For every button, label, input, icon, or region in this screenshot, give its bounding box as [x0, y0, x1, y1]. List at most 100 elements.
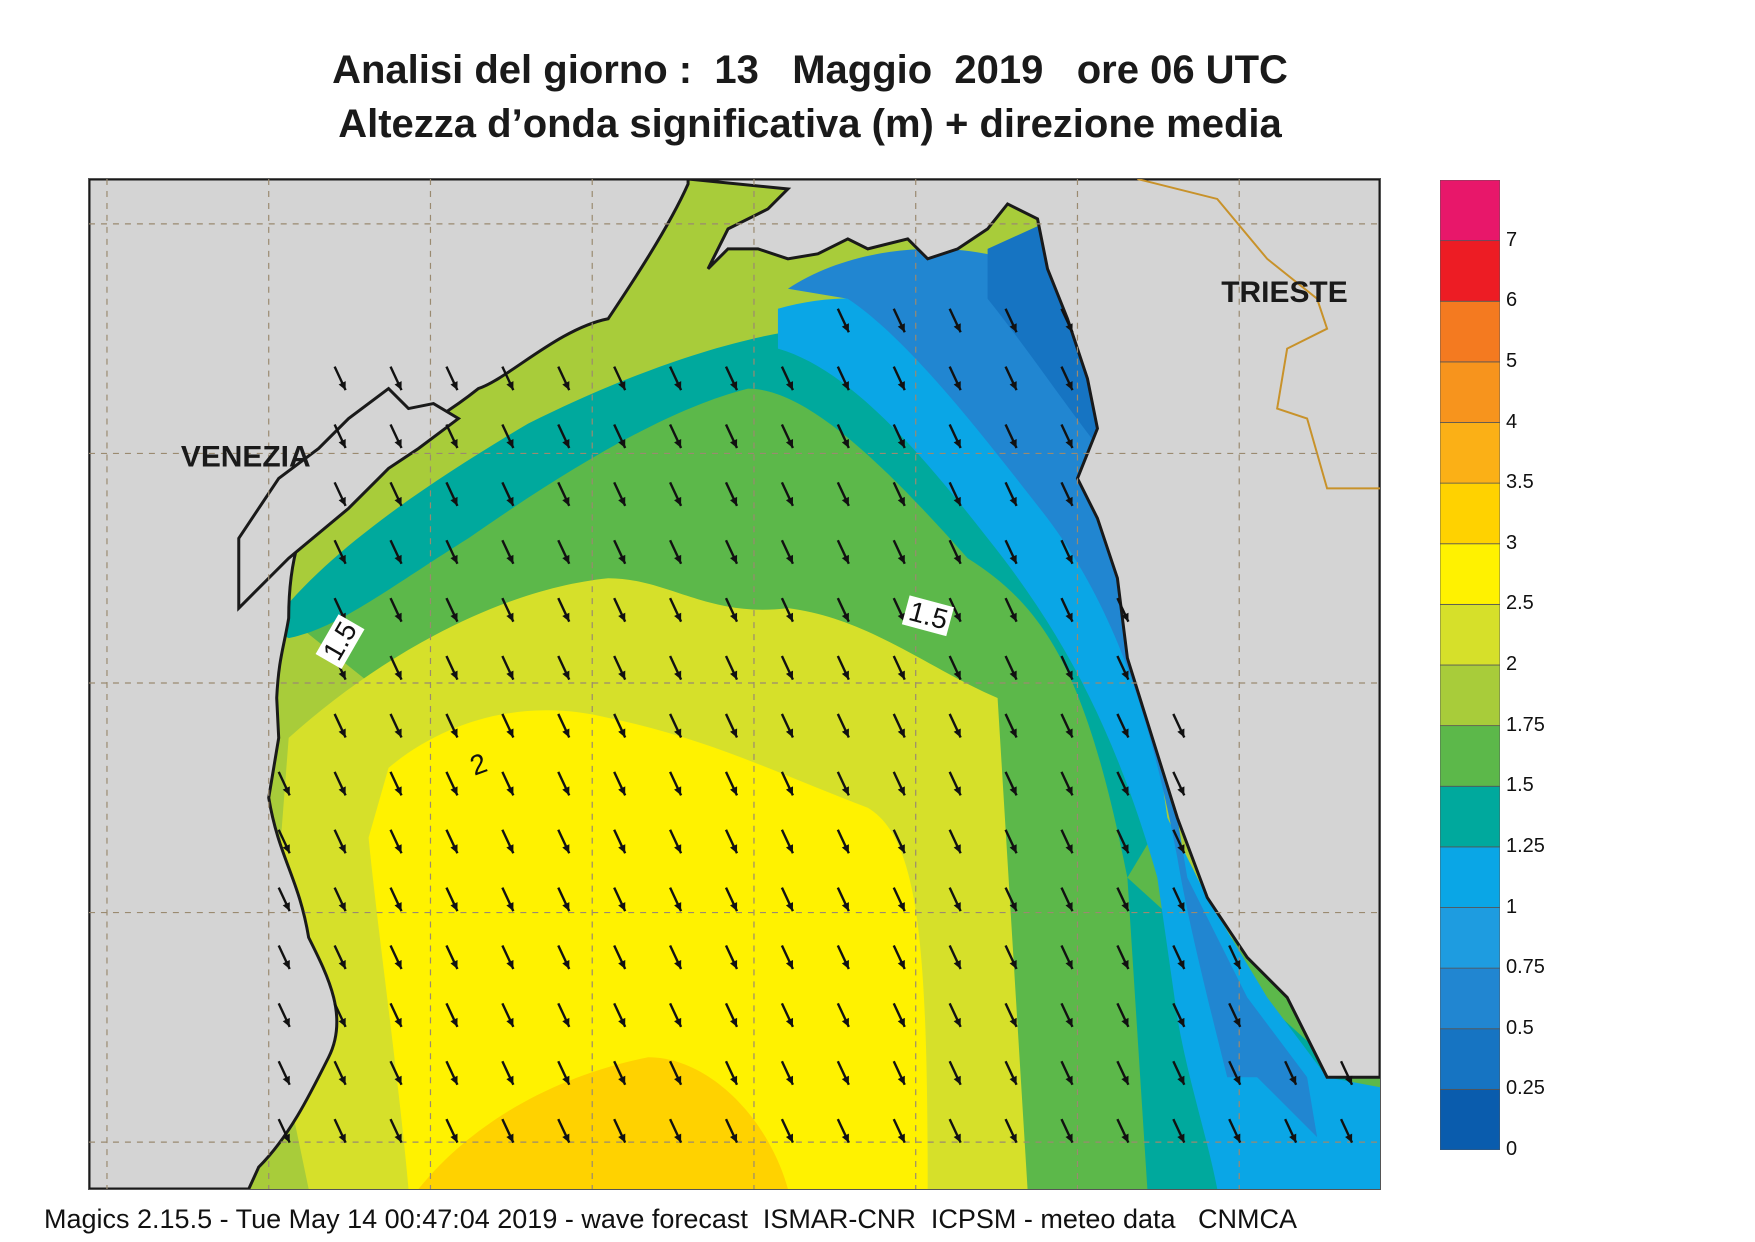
wave-arrow-head [841, 728, 849, 738]
wave-arrow-head [841, 612, 849, 622]
wave-arrow-head [394, 670, 402, 680]
wave-arrow-head [282, 960, 290, 969]
wave-arrow-head [1065, 381, 1073, 391]
wave-arrow-head [1289, 1075, 1297, 1085]
wave-arrow-head [506, 844, 514, 854]
wave-arrow-head [1177, 1017, 1185, 1027]
wave-arrow-head [953, 786, 961, 796]
wave-arrow-head [562, 844, 570, 854]
wave-arrow-head [282, 1133, 290, 1143]
wave-arrow-head [618, 554, 626, 564]
wave-arrow-head [394, 1075, 402, 1085]
wave-arrow-head [785, 439, 794, 449]
wave-arrow-head [506, 786, 514, 796]
wave-arrow-head [1121, 1017, 1129, 1027]
wave-arrow-head [953, 1133, 961, 1143]
wave-arrow-head [450, 786, 458, 796]
wave-arrow-head [506, 1075, 514, 1085]
wave-arrow-head [1289, 1133, 1297, 1143]
wave-arrow-head [1177, 786, 1185, 796]
wave-arrow-head [785, 496, 794, 506]
wave-arrow-head [338, 902, 346, 912]
wave-arrow-head [338, 960, 346, 969]
legend-swatch [1440, 603, 1500, 666]
wave-arrow-head [450, 728, 458, 738]
wave-arrow-head [953, 728, 961, 738]
wave-arrow-head [618, 844, 626, 854]
wave-arrow-head [953, 960, 961, 969]
band-0.5-0.75 [787, 248, 1318, 1138]
footer-credits: Magics 2.15.5 - Tue May 14 00:47:04 2019… [44, 1204, 1297, 1234]
wave-arrow-head [1345, 1133, 1353, 1143]
wave-arrow-head [506, 554, 514, 564]
wave-arrow-head [1009, 670, 1017, 680]
wave-arrow-head [506, 381, 514, 391]
wave-arrow-head [897, 439, 905, 449]
wave-arrow-head [1065, 786, 1073, 796]
wave-arrow-head [1233, 1075, 1241, 1085]
wave-arrow-head [562, 1133, 570, 1143]
wave-arrow-head [730, 902, 738, 912]
wave-arrow-head [897, 1133, 905, 1143]
wave-arrow-head [282, 786, 290, 796]
wave-arrow-head [897, 670, 905, 680]
wave-arrow-head [506, 612, 514, 622]
wave-arrow-head [1121, 1133, 1129, 1143]
wave-arrow-head [506, 902, 514, 912]
contour-label-bg [901, 595, 954, 637]
legend-label: 1 [1506, 895, 1518, 918]
wave-arrow-head [785, 786, 794, 796]
wave-arrow-head [450, 439, 458, 449]
wave-arrow-head [730, 1017, 738, 1027]
wave-arrow-head [1009, 844, 1017, 854]
wave-arrow-head [730, 960, 738, 969]
legend-label: 1.5 [1506, 774, 1534, 797]
wave-arrow-head [1233, 1017, 1241, 1027]
wave-arrow-head [897, 554, 905, 564]
wave-arrow-head [1065, 728, 1073, 738]
wave-arrow-head [785, 728, 794, 738]
city-label-trieste: TRIESTE [1221, 276, 1347, 309]
wave-arrow-head [394, 786, 402, 796]
wave-arrow-head [394, 1133, 402, 1143]
wave-arrow-head [1345, 1075, 1353, 1085]
wave-arrow-head [394, 381, 402, 391]
wave-arrow-head [394, 439, 402, 449]
map-title: Analisi del giorno : 13 Maggio 2019 ore … [332, 48, 1288, 92]
wave-arrow-head [506, 1017, 514, 1027]
wave-arrow-head [785, 381, 794, 391]
wave-arrow-head [338, 1133, 346, 1143]
legend-swatch [1440, 180, 1500, 242]
wave-arrow-head [338, 381, 346, 391]
wave-arrow-head [674, 960, 682, 969]
wave-arrow-head [953, 554, 961, 564]
wave-arrow-head [785, 1075, 794, 1085]
legend-swatch [1440, 1088, 1500, 1150]
wave-arrow-head [1065, 844, 1073, 854]
wave-arrow-head [674, 554, 682, 564]
wave-arrow-head [785, 902, 794, 912]
legend-swatch [1440, 240, 1500, 302]
wave-arrow-head [730, 439, 738, 449]
legend-label: 1.75 [1506, 713, 1545, 736]
wave-arrow-head [785, 960, 794, 969]
wave-arrow-head [841, 1017, 849, 1027]
legend-swatch [1440, 907, 1500, 969]
wave-arrow-head [1065, 612, 1073, 622]
wave-arrow-head [1065, 323, 1073, 333]
legend-swatch [1440, 422, 1500, 484]
wave-arrow-head [338, 670, 346, 680]
wave-arrow-head [674, 728, 682, 738]
legend-label: 6 [1506, 289, 1518, 312]
wave-arrow-head [1009, 1133, 1017, 1143]
wave-arrow-head [618, 439, 626, 449]
wave-arrow-head [730, 496, 738, 506]
wave-arrow-head [338, 844, 346, 854]
wave-arrow-head [1121, 786, 1129, 796]
national-border [1137, 179, 1380, 490]
wave-arrow-head [450, 1017, 458, 1027]
legend-label: 0 [1506, 1138, 1518, 1160]
wave-arrow-head [1009, 439, 1017, 449]
wave-arrow-head [953, 612, 961, 622]
color-legend [1440, 180, 1500, 1150]
